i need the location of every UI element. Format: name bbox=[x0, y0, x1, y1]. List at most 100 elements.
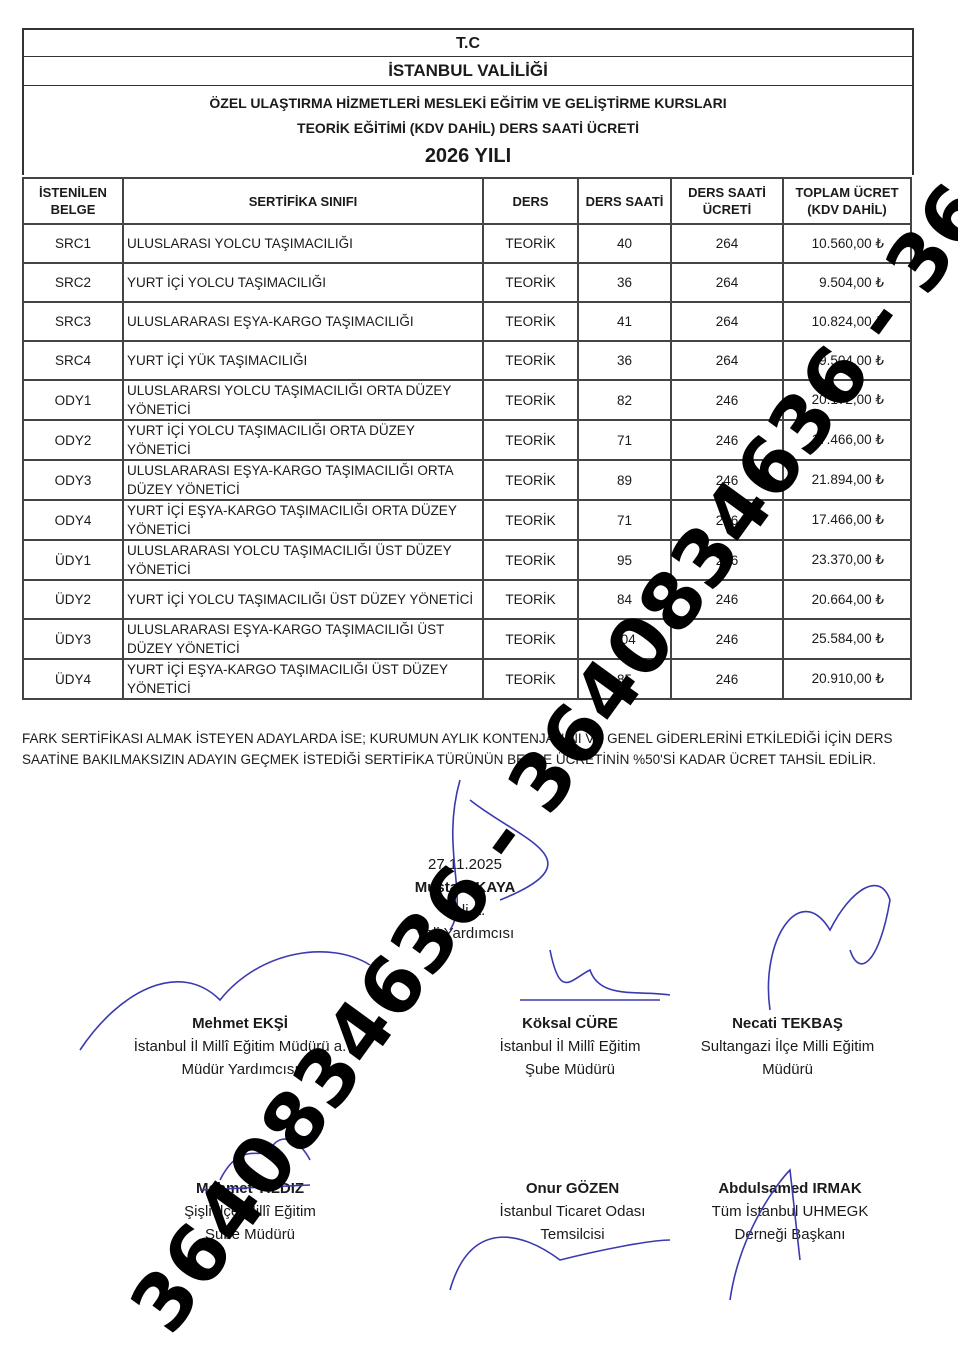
col-ders: DERS bbox=[482, 177, 579, 225]
signatory-title: İstanbul İl Millî Eğitim bbox=[499, 1038, 641, 1055]
table-row: SRC2 YURT İÇİ YOLCU TAŞIMACILIĞI TEORİK 36 2… bbox=[22, 262, 912, 303]
belge-cell: ODY2 bbox=[22, 419, 124, 461]
table-header-row: İSTENİLEN BELGE SERTİFİKA SINIFI DERS DE… bbox=[22, 177, 912, 225]
belge-cell: SRC1 bbox=[22, 223, 124, 264]
sertifika-cell: YURT İÇİ YOLCU TAŞIMACILIĞI bbox=[122, 262, 484, 303]
signatory-name: Mehmet EKŞİ bbox=[192, 1015, 288, 1032]
toplam-cell: 20.664,00 ₺ bbox=[782, 579, 912, 620]
belge-cell: ODY3 bbox=[22, 459, 124, 501]
ders-saati-cell: 82 bbox=[577, 379, 672, 421]
toplam-cell: 10.560,00 ₺ bbox=[782, 223, 912, 264]
ders-cell: TEORİK bbox=[482, 419, 579, 461]
ders-saati-cell: 71 bbox=[577, 499, 672, 541]
fee-table: İSTENİLEN BELGE SERTİFİKA SINIFI DERS DE… bbox=[22, 177, 912, 700]
signatory-block: Mehmet YILDIZ Şişli İlçe Millî Eğitim Şube… bbox=[150, 1177, 350, 1246]
table-row: SRC1 ULUSLARASI YOLCU TAŞIMACILIĞI TEORİK 4… bbox=[22, 223, 912, 264]
belge-cell: SRC3 bbox=[22, 301, 124, 342]
ders-cell: TEORİK bbox=[482, 499, 579, 541]
saat-ucreti-cell: 246 bbox=[670, 539, 784, 581]
ders-cell: TEORİK bbox=[482, 658, 579, 700]
sertifika-cell: YURT İÇİ YOLCU TAŞIMACILIĞI ORTA DÜZEY Y… bbox=[122, 419, 484, 461]
title-line-1: ÖZEL ULAŞTIRMA HİZMETLERİ MESLEKİ EĞİTİM… bbox=[209, 95, 727, 111]
ders-cell: TEORİK bbox=[482, 301, 579, 342]
toplam-cell: 10.824,00 ₺ bbox=[782, 301, 912, 342]
saat-ucreti-cell: 264 bbox=[670, 223, 784, 264]
sertifika-cell: YURT İÇİ YÜK TAŞIMACILIĞI bbox=[122, 340, 484, 381]
ders-saati-cell: 95 bbox=[577, 539, 672, 581]
saat-ucreti-cell: 264 bbox=[670, 301, 784, 342]
signatory-title: Vali a. bbox=[444, 902, 486, 919]
title-line-2: TEORİK EĞİTİMİ (KDV DAHİL) DERS SAATİ ÜC… bbox=[297, 120, 639, 136]
ders-saati-cell: 84 bbox=[577, 579, 672, 620]
belge-cell: ÜDY2 bbox=[22, 579, 124, 620]
toplam-cell: 17.466,00 ₺ bbox=[782, 419, 912, 461]
ders-saati-cell: 41 bbox=[577, 301, 672, 342]
ders-saati-cell: 104 bbox=[577, 618, 672, 660]
signatory-name: Onur GÖZEN bbox=[525, 1180, 620, 1197]
signatory-title: İstanbul İl Millî Eğitim Müdürü a. bbox=[133, 1038, 347, 1055]
ders-cell: TEORİK bbox=[482, 618, 579, 660]
sertifika-cell: ULUSLARASI YOLCU TAŞIMACILIĞI bbox=[122, 223, 484, 264]
saat-ucreti-cell: 246 bbox=[670, 579, 784, 620]
table-row: ÜDY4 YURT İÇİ EŞYA-KARGO TAŞIMACILIĞI ÜST… bbox=[22, 658, 912, 700]
sertifika-cell: YURT İÇİ YOLCU TAŞIMACILIĞI ÜST DÜZEY YÖ… bbox=[122, 579, 484, 620]
toplam-cell: 21.894,00 ₺ bbox=[782, 459, 912, 501]
ders-cell: TEORİK bbox=[482, 340, 579, 381]
col-saat-ucreti: DERS SAATİ ÜCRETİ bbox=[670, 177, 784, 225]
belge-cell: SRC4 bbox=[22, 340, 124, 381]
signatory-title: Müdürü bbox=[762, 1061, 813, 1078]
col-belge: İSTENİLEN BELGE bbox=[22, 177, 124, 225]
table-row: ÜDY1 ULUSLARARASI YOLCU TAŞIMACILIĞI ÜST … bbox=[22, 539, 912, 581]
signatory-name: Köksal CÜRE bbox=[522, 1015, 618, 1032]
signatory-title: Derneği Başkanı bbox=[734, 1226, 846, 1243]
belge-cell: SRC2 bbox=[22, 262, 124, 303]
signatory-title: Tüm İstanbul UHMEGK bbox=[711, 1203, 869, 1220]
belge-cell: ODY4 bbox=[22, 499, 124, 541]
signatory-title: İstanbul Ticaret Odası bbox=[499, 1203, 646, 1220]
saat-ucreti-cell: 264 bbox=[670, 340, 784, 381]
signatory-title: Şişli İlçe Millî Eğitim bbox=[184, 1203, 316, 1220]
belge-cell: ÜDY3 bbox=[22, 618, 124, 660]
col-ders-saati: DERS SAATİ bbox=[577, 177, 672, 225]
signatory-block: Mehmet EKŞİ İstanbul İl Millî Eğitim Müdü… bbox=[90, 1012, 390, 1081]
signatory-name: Necati TEKBAŞ bbox=[732, 1015, 843, 1032]
ders-saati-cell: 71 bbox=[577, 419, 672, 461]
table-row: ODY4 YURT İÇİ EŞYA-KARGO TAŞIMACILIĞI ORT… bbox=[22, 499, 912, 541]
ders-cell: TEORİK bbox=[482, 379, 579, 421]
toplam-cell: 9.504,00 ₺ bbox=[782, 340, 912, 381]
signatory-title: Temsilcisi bbox=[540, 1226, 605, 1243]
signatory-title: Vali Yardımcısı bbox=[415, 925, 515, 942]
toplam-cell: 23.370,00 ₺ bbox=[782, 539, 912, 581]
table-row: ÜDY2 YURT İÇİ YOLCU TAŞIMACILIĞI ÜST DÜZE… bbox=[22, 579, 912, 620]
sertifika-cell: ULUSLARARASI YOLCU TAŞIMACILIĞI ÜST DÜZE… bbox=[122, 539, 484, 581]
toplam-cell: 17.466,00 ₺ bbox=[782, 499, 912, 541]
toplam-cell: 9.504,00 ₺ bbox=[782, 262, 912, 303]
signatory-vali: 27.11.2025 Mustafa KAYA Vali a. Vali Yar… bbox=[380, 853, 550, 945]
table-row: ODY2 YURT İÇİ YOLCU TAŞIMACILIĞI ORTA DÜZ… bbox=[22, 419, 912, 461]
year-label: 2026 YILI bbox=[424, 145, 512, 167]
table-row: ODY3 ULUSLARARASI EŞYA-KARGO TAŞIMACILIĞI… bbox=[22, 459, 912, 501]
signatory-block: Köksal CÜRE İstanbul İl Millî Eğitim Şube … bbox=[470, 1012, 670, 1081]
belge-cell: ÜDY1 bbox=[22, 539, 124, 581]
signatory-title: Şube Müdürü bbox=[204, 1226, 296, 1243]
ders-cell: TEORİK bbox=[482, 262, 579, 303]
signatory-block: Onur GÖZEN İstanbul Ticaret Odası Temsilci… bbox=[470, 1177, 675, 1246]
saat-ucreti-cell: 246 bbox=[670, 618, 784, 660]
document-header: T.C İSTANBUL VALİLİĞİ ÖZEL ULAŞTIRMA HİZ… bbox=[22, 28, 914, 175]
ders-saati-cell: 40 bbox=[577, 223, 672, 264]
saat-ucreti-cell: 246 bbox=[670, 459, 784, 501]
saat-ucreti-cell: 264 bbox=[670, 262, 784, 303]
ders-saati-cell: 36 bbox=[577, 340, 672, 381]
signatory-name: Abdulsamed IRMAK bbox=[718, 1180, 862, 1197]
sertifika-cell: ULUSLARARSI YOLCU TAŞIMACILIĞI ORTA DÜZE… bbox=[122, 379, 484, 421]
ders-saati-cell: 85 bbox=[577, 658, 672, 700]
date: 27.11.2025 bbox=[428, 856, 502, 873]
ders-saati-cell: 89 bbox=[577, 459, 672, 501]
saat-ucreti-cell: 246 bbox=[670, 658, 784, 700]
note-text: FARK SERTİFİKASI ALMAK İSTEYEN ADAYLARDA… bbox=[22, 731, 893, 767]
ders-saati-cell: 36 bbox=[577, 262, 672, 303]
col-toplam: TOPLAM ÜCRET (KDV DAHİL) bbox=[782, 177, 912, 225]
ders-cell: TEORİK bbox=[482, 223, 579, 264]
sertifika-cell: ULUSLARARASI EŞYA-KARGO TAŞIMACILIĞI ÜST… bbox=[122, 618, 484, 660]
